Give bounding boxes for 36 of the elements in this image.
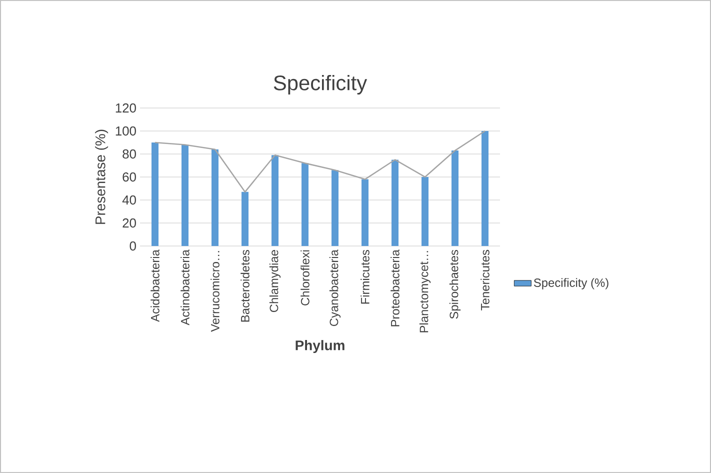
x-tick-label: Actinobacteria xyxy=(180,250,190,326)
x-tick-label: Chlamydiae xyxy=(269,250,281,312)
x-tick-label: Chloroflexi xyxy=(300,250,310,306)
x-tick-label: Bacteroidetes xyxy=(240,250,250,322)
x-tick-label: Proteobacteria xyxy=(390,250,400,326)
y-tick-label: 100 xyxy=(116,126,136,136)
y-axis-title: Presentase (%) xyxy=(95,130,108,224)
bar xyxy=(452,150,459,246)
chart-title: Specificity xyxy=(274,74,368,94)
x-axis-title: Phylum xyxy=(296,340,344,354)
y-tick-label: 60 xyxy=(122,172,136,182)
y-tick-label: 40 xyxy=(122,195,136,205)
bar xyxy=(332,170,339,246)
x-tick-label: Tenericutes xyxy=(480,250,490,310)
bar xyxy=(152,142,159,246)
y-tick-label: 120 xyxy=(116,103,136,113)
bar xyxy=(182,144,189,246)
legend-label: Specificity (%) xyxy=(534,278,608,290)
x-tick-label: Verrucomicro… xyxy=(210,251,220,332)
bar xyxy=(362,179,369,246)
y-tick-label: 80 xyxy=(122,149,136,159)
y-tick-label: 20 xyxy=(122,218,136,228)
bar xyxy=(302,163,309,246)
bar xyxy=(482,130,489,246)
bar xyxy=(422,176,429,246)
line-series xyxy=(154,130,486,193)
y-tick-label: 0 xyxy=(130,241,136,251)
x-tick-label: Spirochaetes xyxy=(449,250,461,319)
x-tick-label: Firmicutes xyxy=(360,250,370,304)
bar xyxy=(212,149,219,246)
bar xyxy=(272,155,279,246)
x-tick-label: Acidobacteria xyxy=(150,250,160,322)
x-tick-label: Planctomycet… xyxy=(419,251,431,332)
x-tick-label: Cyanobacteria xyxy=(329,250,341,326)
bar xyxy=(242,192,249,246)
bar xyxy=(392,160,399,246)
